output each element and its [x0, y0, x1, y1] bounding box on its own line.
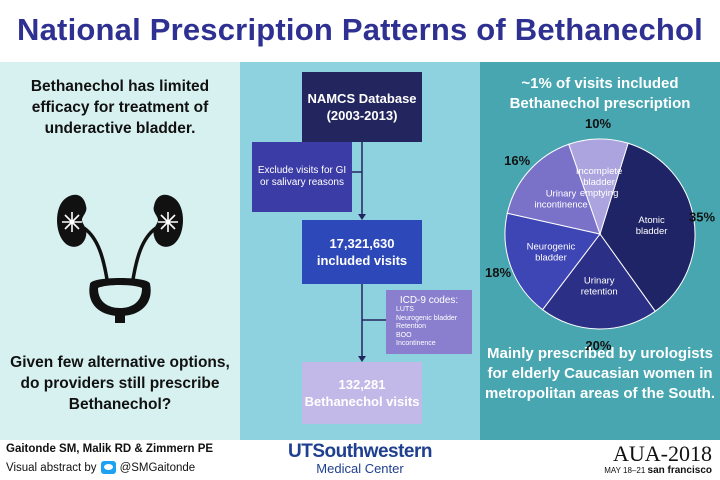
utsw-name: UTSouthwestern — [288, 441, 432, 462]
pie-slice-label: Neurogenic bladder — [527, 241, 576, 263]
prescriber-summary: Mainly prescribed by urologists for elde… — [484, 345, 716, 402]
bethanechol-visits-box: 132,281 Bethanechol visits — [302, 362, 422, 424]
flow-panel: NAMCS Database (2003-2013) Exclude visit… — [240, 62, 480, 440]
research-question: Given few alternative options, do provid… — [10, 354, 230, 413]
results-panel: ~1% of visits included Bethanechol presc… — [480, 62, 720, 440]
icd-title: ICD-9 codes: — [399, 295, 459, 307]
pie-percent-label: 10% — [585, 116, 611, 131]
pie-percent-label: 35% — [689, 209, 715, 224]
exclusion-box: Exclude visits for GI or salivary reason… — [252, 142, 352, 212]
bethanechol-label: Bethanechol visits — [304, 394, 420, 409]
pie-percent-label: 16% — [504, 153, 530, 168]
prescription-rate: ~1% of visits included Bethanechol presc… — [509, 75, 691, 112]
namcs-database-box: NAMCS Database (2003-2013) — [302, 72, 422, 142]
abstract-prefix: Visual abstract by — [6, 461, 97, 474]
aua-name: AUA-2018 — [613, 441, 712, 466]
twitter-icon — [100, 461, 116, 474]
exclusion-text: Exclude visits for GI or salivary reason… — [257, 165, 347, 188]
footer: Gaitonde SM, Malik RD & Zimmern PE Visua… — [0, 440, 720, 480]
icd-item: BOO — [396, 331, 412, 339]
pie-slice-label: Incomplete bladder emptying — [576, 166, 622, 199]
pie-slice-label: Atonic bladder — [636, 215, 668, 237]
icd-item: Retention — [396, 323, 426, 331]
icd-item: Neurogenic bladder — [396, 314, 458, 322]
aua-details: MAY 18–21 san francisco — [604, 466, 712, 476]
left-panel: Bethanechol has limited efficacy for tre… — [0, 62, 240, 440]
utsw-subtitle: Medical Center — [316, 461, 404, 476]
efficacy-statement: Bethanechol has limited efficacy for tre… — [30, 78, 210, 137]
icd-item: LUTS — [396, 306, 414, 314]
flow-connectors — [352, 142, 386, 362]
pie-percent-label: 18% — [485, 265, 511, 280]
included-count: 17,321,630 — [329, 236, 395, 251]
namcs-title: NAMCS Database — [307, 91, 417, 106]
pie-slice — [506, 143, 601, 235]
authors: Gaitonde SM, Malik RD & Zimmern PE — [6, 443, 214, 455]
aua-city: san francisco — [647, 465, 712, 476]
kidney-bladder-icon — [57, 194, 183, 323]
aua-dates: MAY 18–21 — [604, 466, 646, 475]
aua-logo: AUA-2018 MAY 18–21 san francisco — [604, 442, 712, 476]
included-label: included visits — [316, 253, 408, 268]
utsw-logo: UTSouthwestern Medical Center — [270, 442, 450, 476]
page-title: National Prescription Patterns of Bethan… — [17, 12, 703, 47]
icd-item: Incontinence — [396, 340, 436, 348]
pie-slice — [541, 233, 656, 330]
bethanechol-count: 132,281 — [338, 377, 386, 392]
twitter-handle[interactable]: @SMGaitonde — [119, 461, 196, 474]
visual-abstract-credit: Visual abstract by @SMGaitonde — [6, 461, 195, 474]
icd-codes-box: ICD-9 codes: LUTS Neurogenic bladder Ret… — [386, 290, 472, 354]
included-visits-box: 17,321,630 included visits — [302, 220, 422, 284]
icd-list: LUTS Neurogenic bladder Retention BOO In… — [396, 306, 457, 349]
pie-slice — [504, 212, 601, 311]
indication-pie-chart: Atonic bladder 35% Urinary retention 20% Neuro… — [485, 116, 715, 353]
pie-slice-label: Urinary retention — [581, 276, 618, 298]
pie-percent-label: 20% — [585, 338, 611, 353]
namcs-years: (2003-2013) — [326, 108, 398, 123]
pie-slice-label: Urinary incontinence — [534, 189, 587, 211]
pie-slice — [568, 138, 629, 236]
pie-slice — [599, 142, 696, 313]
